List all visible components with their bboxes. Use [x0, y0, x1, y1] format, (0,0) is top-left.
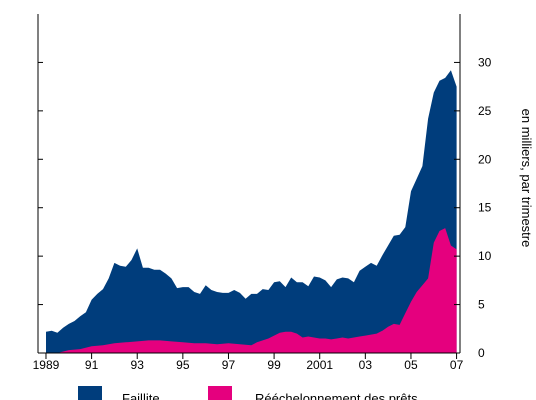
- x-tick-label: 2001: [306, 358, 333, 372]
- x-tick-label: 1989: [33, 358, 60, 372]
- y-ticks: 0 5 10 15 20 25 30: [38, 55, 492, 360]
- y-axis-title: en milliers, par trimestre: [519, 109, 534, 248]
- legend-swatch-2: [208, 386, 232, 400]
- series-areas: [46, 70, 457, 353]
- y-tick-label: 20: [478, 152, 492, 166]
- x-tick-label: 05: [404, 358, 418, 372]
- legend: Faillite Rééchelonnement des prêts: [78, 386, 418, 400]
- y-tick-label: 15: [478, 201, 492, 215]
- legend-label-2: Rééchelonnement des prêts: [255, 391, 418, 400]
- x-tick-label: 91: [85, 358, 99, 372]
- legend-swatch-1: [78, 386, 102, 400]
- series-area-2: [46, 228, 457, 353]
- x-tick-label: 03: [359, 358, 373, 372]
- x-tick-label: 07: [450, 358, 464, 372]
- y-tick-label: 5: [478, 298, 485, 312]
- x-tick-label: 95: [176, 358, 190, 372]
- x-tick-label: 93: [131, 358, 145, 372]
- y-tick-label: 0: [478, 346, 485, 360]
- y-tick-label: 10: [478, 249, 492, 263]
- y-tick-label: 25: [478, 104, 492, 118]
- series-area-1: [46, 70, 457, 353]
- legend-label-1: Faillite: [122, 391, 160, 400]
- x-tick-label: 99: [267, 358, 281, 372]
- axes: [37, 14, 461, 354]
- y-tick-label: 30: [478, 55, 492, 69]
- x-tick-label: 97: [222, 358, 236, 372]
- x-ticks: 1989 91 93 95 97 99 2001 03 05 07: [33, 353, 464, 372]
